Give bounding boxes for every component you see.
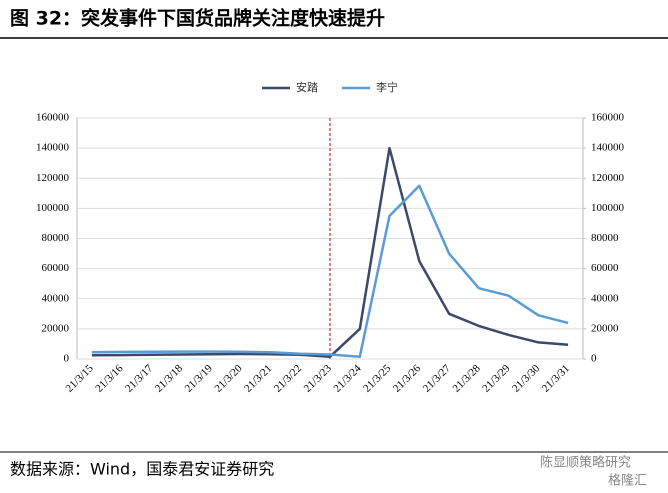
y2-tick-label: 160000 [591, 112, 625, 124]
y2-tick-label: 100000 [591, 202, 625, 214]
x-tick-label: 21/3/22 [272, 362, 304, 394]
y-tick-label: 40000 [42, 292, 70, 304]
y2-tick-label: 20000 [591, 322, 619, 334]
x-tick-label: 21/3/19 [183, 362, 216, 395]
x-tick-label: 21/3/24 [331, 362, 364, 395]
x-tick-label: 21/3/29 [480, 362, 513, 395]
x-tick-label: 21/3/26 [391, 362, 424, 395]
x-tick-label: 21/3/16 [93, 362, 126, 395]
y-tick-label: 140000 [36, 142, 70, 154]
y-tick-label: 80000 [42, 232, 70, 244]
x-tick-label: 21/3/18 [153, 362, 186, 395]
legend-label: 李宁 [376, 80, 398, 94]
legend-label: 安踏 [296, 80, 318, 94]
x-tick-label: 21/3/28 [450, 362, 483, 395]
x-tick-label: 21/3/31 [540, 362, 572, 394]
y-tick-label: 120000 [36, 172, 70, 184]
x-tick-label: 21/3/21 [242, 362, 274, 394]
y-tick-label: 0 [64, 353, 70, 365]
x-tick-label: 21/3/25 [361, 362, 394, 395]
y2-tick-label: 80000 [591, 232, 619, 244]
x-tick-label: 21/3/23 [302, 362, 335, 395]
series-line [91, 184, 569, 358]
y2-tick-label: 0 [591, 353, 597, 365]
source-text: 数据来源：Wind，国泰君安证券研究 [10, 460, 274, 479]
y-tick-label: 100000 [36, 202, 70, 214]
y-tick-label: 160000 [36, 112, 70, 124]
x-tick-label: 21/3/30 [510, 362, 543, 395]
y2-tick-label: 140000 [591, 142, 625, 154]
watermark: 格隆汇 [608, 473, 647, 489]
y2-tick-label: 60000 [591, 262, 619, 274]
series-line [91, 146, 569, 358]
y-tick-label: 20000 [42, 322, 70, 334]
x-tick-label: 21/3/15 [64, 362, 97, 395]
chart-title: 图 32：突发事件下国货品牌关注度快速提升 [10, 7, 385, 30]
y2-tick-label: 120000 [591, 172, 625, 184]
x-tick-label: 21/3/20 [212, 362, 245, 395]
y2-tick-label: 40000 [591, 292, 619, 304]
watermark: 陈显顺策略研究 [540, 455, 631, 471]
x-tick-label: 21/3/17 [123, 362, 156, 395]
y-tick-label: 60000 [42, 262, 70, 274]
x-tick-label: 21/3/27 [421, 362, 454, 395]
